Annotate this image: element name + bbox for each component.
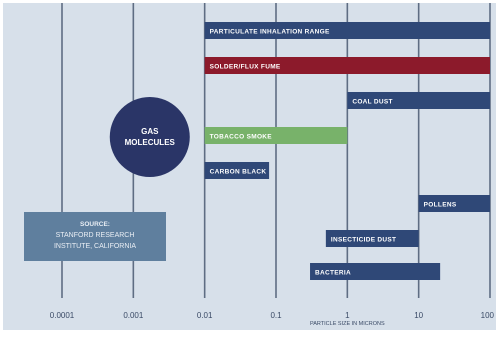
x-tick-label: 0.1 — [270, 311, 282, 320]
range-bar — [204, 162, 270, 179]
range-bar-group: INSECTICIDE DUST — [325, 230, 419, 247]
range-bar-group: PARTICULATE INHALATION RANGE — [204, 22, 490, 39]
source-text: INSTITUTE, CALIFORNIA — [54, 243, 136, 250]
range-bar-group: SOLDER/FLUX FUME — [204, 57, 490, 74]
range-bar-label: POLLENS — [424, 202, 457, 209]
gas-molecules-label: GAS — [141, 127, 159, 136]
x-axis: PARTICLE SIZE IN MICRONS 0.0001 0.001 0.01… — [50, 311, 495, 327]
gas-molecules-circle — [109, 97, 190, 177]
range-bar-group: CARBON BLACK — [204, 162, 270, 179]
source-text: STANFORD RESEARCH — [56, 232, 135, 239]
range-bar — [347, 92, 490, 109]
bars-layer: PARTICULATE INHALATION RANGE SOLDER/FLUX … — [204, 22, 490, 280]
annotation-layer: GAS MOLECULES SOURCE: STANFORD RESEARCH INST… — [24, 97, 190, 261]
x-tick-label: 0.001 — [123, 311, 144, 320]
range-bar — [204, 57, 490, 74]
range-bar — [310, 263, 441, 280]
x-tick-label: 100 — [481, 311, 495, 320]
range-bar-label: SOLDER/FLUX FUME — [210, 64, 281, 71]
range-bar-group: POLLENS — [418, 195, 490, 212]
x-axis-label: PARTICLE SIZE IN MICRONS — [310, 321, 385, 327]
range-bar-label: COAL DUST — [352, 99, 393, 106]
source-heading: SOURCE: — [80, 221, 110, 228]
range-bar-group: BACTERIA — [310, 263, 441, 280]
range-bar — [325, 230, 419, 247]
x-tick-label: 1 — [345, 311, 350, 320]
range-bar-label: TOBACCO SMOKE — [210, 134, 273, 141]
gas-molecules-annotation: GAS MOLECULES — [109, 97, 190, 177]
gas-molecules-label: MOLECULES — [125, 138, 176, 147]
range-bar-label: BACTERIA — [315, 270, 351, 277]
range-bar-label: PARTICULATE INHALATION RANGE — [210, 29, 330, 36]
source-box-bg — [24, 212, 166, 261]
range-bar — [204, 127, 348, 144]
range-bar-label: INSECTICIDE DUST — [331, 237, 396, 244]
source-box: SOURCE: STANFORD RESEARCH INSTITUTE, CALIF… — [24, 212, 166, 261]
range-bar-label: CARBON BLACK — [210, 169, 267, 176]
range-bar-group: COAL DUST — [347, 92, 490, 109]
range-bar-group: TOBACCO SMOKE — [204, 127, 348, 144]
x-tick-label: 0.01 — [197, 311, 213, 320]
x-tick-label: 10 — [414, 311, 423, 320]
range-bar — [204, 22, 490, 39]
x-tick-label: 0.0001 — [50, 311, 75, 320]
range-bar — [418, 195, 490, 212]
